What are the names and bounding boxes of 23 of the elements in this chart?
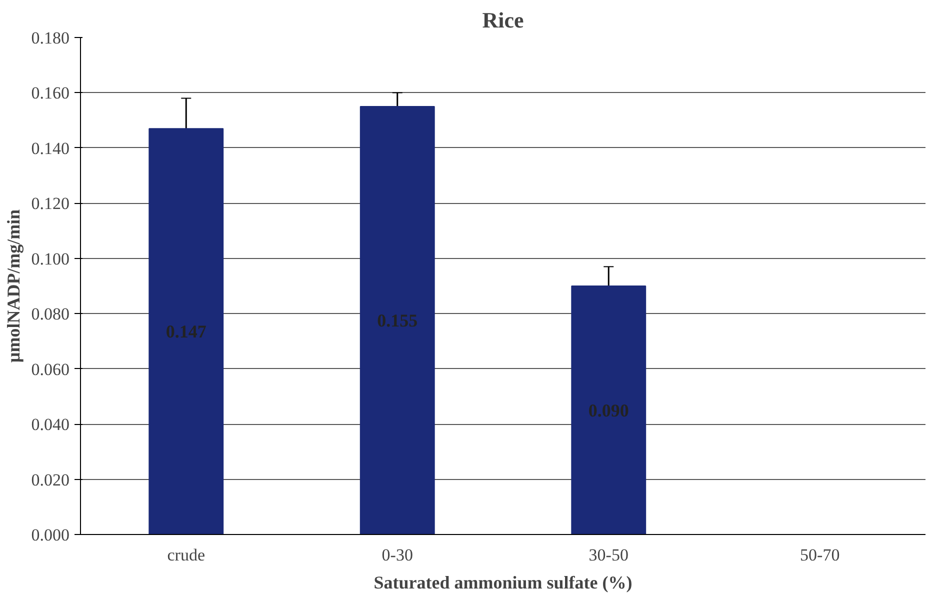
x-tick-label: crude <box>167 546 206 564</box>
y-tick-label: 0.020 <box>31 470 70 490</box>
y-tick-label: 0.140 <box>31 138 70 158</box>
data-label: 0.090 <box>588 400 629 420</box>
y-tick-label: 0.180 <box>31 28 70 48</box>
bar <box>571 286 646 534</box>
chart-title: Rice <box>482 8 524 32</box>
x-tick-label: 0-30 <box>382 546 413 564</box>
x-tick-label: 30-50 <box>588 546 628 564</box>
y-axis-title: µmolNADP/mg/min <box>3 209 24 363</box>
x-tick-label: 50-70 <box>800 546 840 564</box>
bar <box>148 128 224 534</box>
y-tick-label: 0.000 <box>31 526 70 544</box>
y-tick-label: 0.040 <box>31 415 70 434</box>
y-tick-label: 0.080 <box>31 304 70 324</box>
y-tick-label: 0.060 <box>31 360 70 379</box>
data-label: 0.155 <box>377 310 418 331</box>
bar <box>360 106 435 534</box>
y-tick-label: 0.120 <box>31 194 70 214</box>
y-tick-label: 0.100 <box>31 249 70 268</box>
x-axis-title: Saturated ammonium sulfate (%) <box>374 572 632 592</box>
data-label: 0.147 <box>166 322 206 342</box>
y-tick-label: 0.160 <box>31 84 70 103</box>
